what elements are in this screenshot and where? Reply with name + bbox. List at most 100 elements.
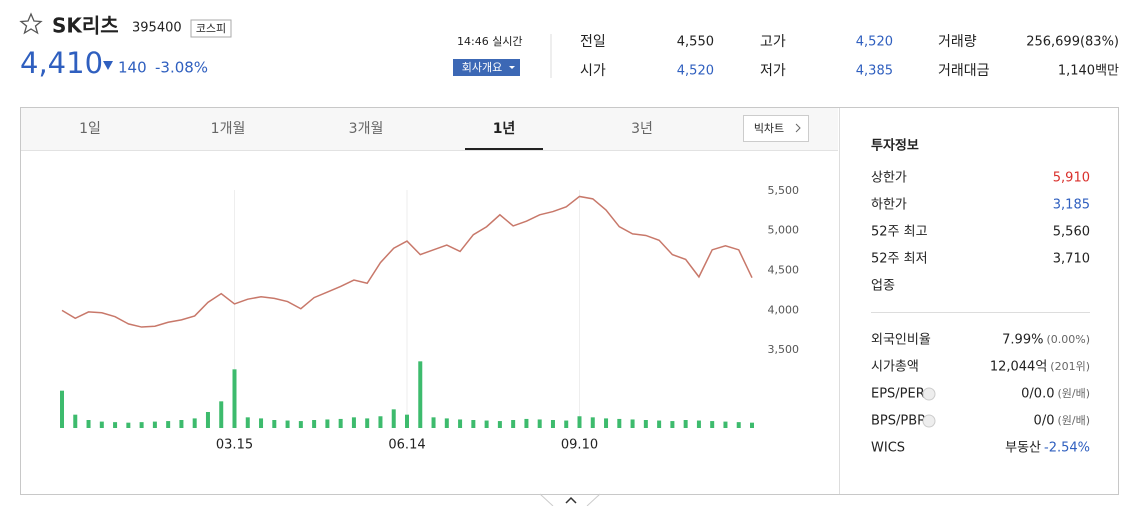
volume-bar — [750, 422, 754, 428]
summary-value: 4,385 — [856, 64, 893, 79]
volume-bar — [696, 420, 701, 428]
volume-bar — [537, 419, 542, 428]
tab[interactable]: 3개월 — [349, 121, 384, 137]
tab[interactable]: 3년 — [631, 121, 653, 137]
volume-bar — [126, 422, 131, 428]
volume-bar — [232, 369, 237, 428]
invest-value: 3,710 — [1053, 252, 1090, 267]
invest-value: 7.99% — [1002, 333, 1043, 348]
y-tick-label: 4,500 — [768, 264, 800, 277]
volume-bar — [272, 420, 277, 428]
volume-bar — [285, 420, 290, 428]
chart-box — [20, 107, 1119, 495]
volume-bar — [391, 409, 396, 428]
chevron — [795, 123, 801, 133]
invest-label: WICS — [871, 441, 905, 456]
volume-bar — [617, 418, 622, 428]
volume-bar — [670, 421, 675, 428]
volume-bar — [458, 419, 463, 428]
invest-title: 투자정보 — [871, 138, 919, 154]
invest-value: 5,560 — [1053, 225, 1090, 240]
handle — [539, 493, 601, 507]
invest-note: (원/배) — [1057, 387, 1090, 400]
volume-bar — [245, 417, 250, 428]
invest-value: 12,044억 — [990, 360, 1047, 375]
volume-bar — [418, 361, 423, 428]
volume-bar — [577, 416, 582, 428]
price-line — [61, 195, 753, 328]
invest-label: 52주 최고 — [871, 225, 928, 240]
invest-label: 업종 — [871, 279, 895, 294]
invest-value: 0/0 — [1034, 414, 1055, 429]
volume-bar — [139, 422, 144, 428]
volume-bar — [723, 421, 728, 428]
summary-value: 4,550 — [677, 35, 714, 50]
invest: 상한가 5,910 하한가 3,185 52주 최고 5,560 52주 최저 3,710 업종… — [871, 171, 1090, 456]
stock-code: 395400 — [132, 21, 182, 36]
y-tick-label: 4,000 — [768, 303, 800, 316]
volume-bar — [511, 420, 516, 428]
volume-bar — [630, 419, 635, 428]
price: 4,410 — [20, 46, 103, 80]
invest-note: (0.00%) — [1046, 333, 1090, 346]
volume-bar — [192, 418, 197, 428]
company-button-label[interactable]: 회사개요 — [462, 61, 502, 74]
invest-value: 부동산 — [1005, 441, 1041, 456]
summary-value: 4,520 — [677, 64, 714, 79]
volume-bar — [590, 417, 595, 428]
company-button[interactable] — [453, 59, 520, 76]
big-chart-label[interactable]: 빅차트 — [754, 122, 784, 135]
volume-bar — [312, 420, 317, 428]
invest-value: 0/0.0 — [1021, 387, 1054, 402]
volume-bar — [179, 420, 184, 428]
tab-bar — [21, 108, 838, 150]
volume-bar — [431, 417, 436, 428]
market-label: 코스피 — [196, 22, 226, 35]
summary: 전일 4,550 고가 4,520 거래량 256,699(83%) 시가 4,520 저가 4,… — [580, 34, 1119, 79]
x-tick-label: 06.14 — [388, 438, 425, 453]
volume-bar — [657, 420, 662, 428]
volume-bar — [338, 418, 343, 428]
favorite-star[interactable] — [19, 12, 43, 35]
x-tick-label: 09.10 — [561, 438, 598, 453]
collapse-icon[interactable] — [565, 496, 577, 504]
chart: 03.15 06.14 09.10 3,500 4,000 4,500 5,000 5,500 — [60, 184, 799, 453]
help-icon[interactable] — [922, 387, 936, 401]
time: 14:46 실시간 — [457, 35, 523, 48]
volume-bar — [736, 422, 741, 428]
market-badge — [190, 19, 232, 38]
volume-bar — [484, 420, 489, 428]
tab[interactable]: 1개월 — [211, 121, 246, 137]
invest-label: EPS/PER — [871, 387, 925, 402]
tab[interactable]: 1일 — [79, 121, 101, 137]
down-arrow — [103, 61, 113, 70]
volume-bar — [298, 421, 303, 428]
summary-label: 시가 — [580, 63, 606, 79]
volume-bar — [497, 421, 502, 428]
invest-label: 하한가 — [871, 198, 907, 213]
volume-bar — [351, 417, 356, 428]
y-tick-label: 5,000 — [768, 224, 800, 237]
volume-bar — [564, 420, 569, 428]
invest-label: 52주 최저 — [871, 252, 928, 267]
volume-bar — [219, 401, 224, 428]
y-tick-label: 5,500 — [768, 184, 800, 197]
volume-bar — [604, 418, 609, 428]
summary-value: 256,699(83%) — [1026, 35, 1119, 50]
summary-label: 전일 — [580, 34, 606, 50]
volume-bar — [166, 421, 171, 428]
tab[interactable]: 1년 — [493, 121, 516, 137]
volume-bar — [259, 418, 264, 428]
summary-value: 4,520 — [856, 35, 893, 50]
help-icon[interactable] — [922, 414, 936, 428]
big-chart-button[interactable] — [743, 115, 809, 142]
invest-label: 외국인비율 — [871, 333, 931, 348]
volume-bar — [378, 416, 383, 428]
change: 140 — [118, 59, 147, 77]
y-tick-label: 3,500 — [768, 343, 800, 356]
summary-label: 거래량 — [938, 34, 977, 50]
invest-note: (원/배) — [1057, 414, 1090, 427]
volume-bar — [73, 414, 78, 428]
